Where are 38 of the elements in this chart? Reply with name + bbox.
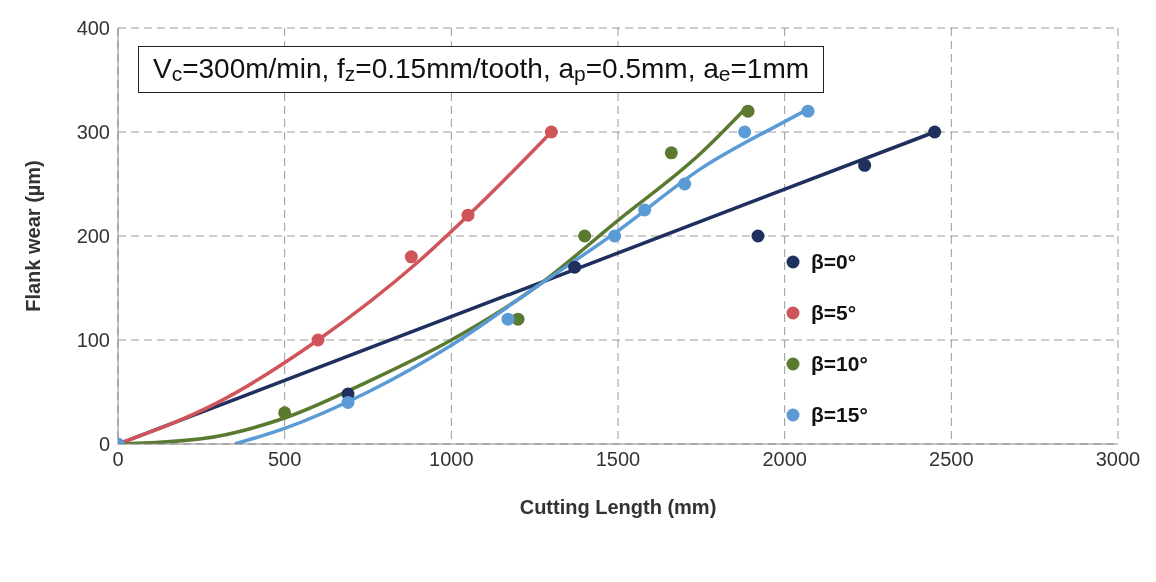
point: [638, 203, 652, 217]
point: [568, 260, 582, 274]
point: [928, 125, 942, 139]
point: [751, 229, 765, 243]
legend-label: β=0°: [811, 249, 857, 274]
point: [801, 104, 815, 118]
x-tick-label: 2500: [929, 448, 974, 471]
point: [664, 146, 678, 160]
note-box: V$_{c}$=300m/min, f$_{z}$=0.15mm/tooth, a$_{p}$=0.5mm, a$_{e}$=1mm: [138, 46, 825, 94]
point: [608, 229, 622, 243]
y-tick-label: 400: [76, 17, 110, 40]
y-tick-label: 200: [76, 225, 110, 248]
x-axis-title: Cutting Length (mm): [519, 496, 717, 518]
point: [404, 250, 418, 264]
y-tick-label: 100: [76, 329, 110, 352]
point: [311, 333, 325, 347]
point: [341, 395, 355, 409]
y-tick-label: 300: [76, 121, 110, 144]
x-tick-label: 500: [267, 448, 302, 471]
point: [544, 125, 558, 139]
x-tick-label: 0: [112, 448, 124, 471]
point: [501, 312, 515, 326]
point: [461, 208, 475, 222]
point: [738, 125, 752, 139]
point: [858, 158, 872, 172]
point: [578, 229, 592, 243]
legend-label: β=15°: [811, 402, 868, 427]
point: [741, 104, 755, 118]
x-tick-label: 1000: [429, 448, 474, 471]
legend-label: β=5°: [811, 300, 857, 325]
x-tick-label: 1500: [595, 448, 641, 471]
point: [678, 177, 692, 191]
x-tick-label: 2000: [762, 448, 807, 471]
point: [278, 406, 292, 420]
x-tick-label: 3000: [1095, 448, 1141, 471]
legend-label: β=10°: [811, 351, 868, 376]
y-tick-label: 0: [98, 433, 110, 456]
y-axis-title: Flank wear (µm): [22, 160, 45, 312]
